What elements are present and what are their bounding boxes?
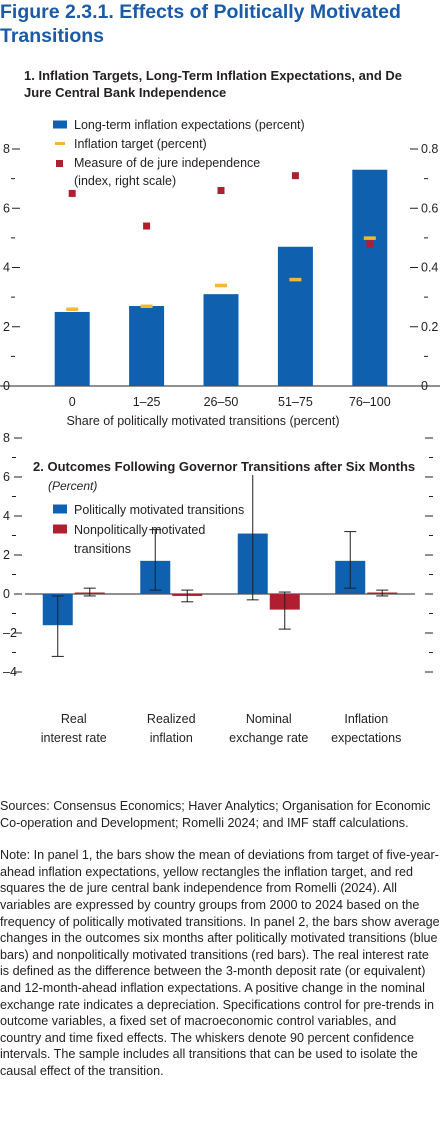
notes: Sources: Consensus Economics; Haver Anal… [0,798,440,1080]
note-text: Note: In panel 1, the bars show the mean… [0,848,440,1078]
panel2-category-label-line1: Inflation [344,712,388,726]
panel1-independence-square [291,172,299,180]
panel1-category-label: 26–50 [204,395,239,409]
panel1-bar [352,169,388,386]
legend-square-label-2: (index, right scale) [74,174,176,188]
panel2-category-label-line2: exchange rate [229,731,308,745]
panel1-title: 1. Inflation Targets, Long-Term Inflatio… [24,68,402,100]
panel1-independence-square [143,222,151,230]
legend-square-label: Measure of de jure independence [74,156,260,170]
panel2-left-tick-label: 0 [3,587,10,601]
panel1-category-label: 0 [69,395,76,409]
panel2-category-label-line2: interest rate [41,731,107,745]
figure-title: Figure 2.3.1. Effects of Politically Mot… [0,1,401,47]
panel2-left-tick-label: 6 [3,470,10,484]
panel1-left-tick-label: 2 [3,320,10,334]
legend-dash-label: Inflation target (percent) [74,137,207,151]
panel1-bar [54,311,90,386]
panel2-title: 2. Outcomes Following Governor Transitio… [33,458,438,475]
panel1-target-dash [215,283,227,288]
legend-nonpolitical-label: Nonpolitically motivated [74,523,205,537]
panel1-right-tick-label: 0 [421,379,428,393]
panel1-left-tick-label: 8 [3,142,10,156]
panel2-category-label-line1: Real [61,712,87,726]
panel1-left-tick-label: 6 [3,201,10,215]
panel1-right-tick-label: 0.8 [421,142,438,156]
panel1-right-tick-label: 0.2 [421,320,438,334]
panel2-left-tick-label: 2 [3,548,10,562]
panel2-left-tick-label: –2 [3,626,17,640]
panel1-target-dash [363,236,376,240]
panel1-left-tick-label: 4 [3,261,10,275]
panel2-left-tick-label: 4 [3,509,10,523]
panel2-category-label-line1: Realized [147,712,196,726]
panel1-bar [129,306,165,386]
legend-dash-swatch [55,142,65,145]
legend-bar-swatch [53,120,67,129]
sources-text: Sources: Consensus Economics; Haver Anal… [0,799,431,830]
panel2-chart: –4 –2 0 2 4 6 8 Real interest rate Realized inflat… [3,431,433,745]
panel1-category-label: 1–25 [133,395,161,409]
panel1-chart: 0 2 4 6 8 0 0.2 0.4 0.6 0.8 0 1–25 26–50 51–75 76–100 S… [0,118,440,428]
panel2-left-tick-label: 8 [3,431,10,445]
panel2-left-tick-label: –4 [3,665,17,679]
legend-square-swatch [56,160,63,167]
panel2-subtitle: (Percent) [48,479,98,493]
panel1-target-dash [140,304,153,309]
panel1-bar [277,246,313,386]
legend-nonpolitical-swatch [53,524,67,534]
panel1-independence-square [217,186,225,194]
legend-political-swatch [53,504,67,514]
legend-bar-label: Long-term inflation expectations (percen… [74,118,305,132]
panel1-bar [203,294,239,386]
panel1-x-axis-label: Share of politically motivated transitio… [66,414,339,428]
panel2-category-label-line2: inflation [150,731,193,745]
panel1-independence-square [68,189,76,197]
legend-political-label: Politically motivated transitions [74,503,244,517]
legend-nonpolitical-label-2: transitions [74,542,131,556]
panel1-category-label: 76–100 [349,395,391,409]
panel1-category-label: 51–75 [278,395,313,409]
panel1-independence-square [366,240,374,248]
panel1-right-tick-label: 0.4 [421,261,438,275]
panel1-target-dash [66,307,79,311]
panel2-category-label-line1: Nominal [246,712,292,726]
panel1-left-tick-label: 0 [3,379,10,393]
panel2-category-label-line2: expectations [331,731,401,745]
panel1-right-tick-label: 0.6 [421,201,438,215]
panel1-target-dash [289,277,302,282]
